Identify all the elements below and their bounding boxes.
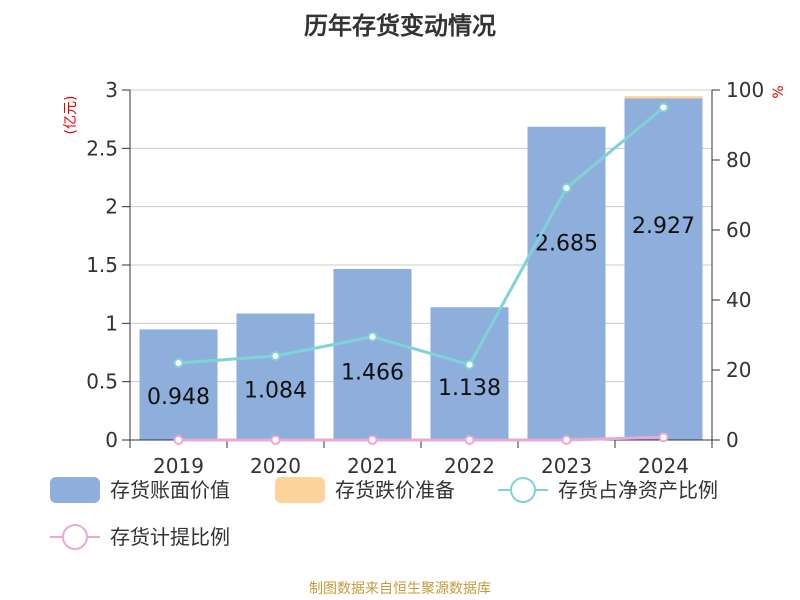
x-tick-label: 2022 <box>444 454 495 478</box>
y-right-tick-label: 60 <box>726 218 751 242</box>
x-tick-label: 2021 <box>347 454 398 478</box>
line-point <box>173 435 184 445</box>
line-point <box>270 351 281 361</box>
line-point <box>173 358 184 368</box>
line-point <box>561 435 572 445</box>
y-left-tick-label: 1.5 <box>86 253 118 277</box>
y-left-tick-label: 2.5 <box>86 136 118 160</box>
y-left-unit: (亿元) <box>63 96 79 135</box>
x-tick-label: 2020 <box>250 454 301 478</box>
legend-marker <box>510 477 536 503</box>
y-right-tick-label: 100 <box>726 78 764 102</box>
data-label: 2.927 <box>632 214 695 239</box>
x-tick-label: 2024 <box>638 454 689 478</box>
line-point <box>464 435 475 445</box>
data-label: 1.466 <box>341 361 404 386</box>
y-left-tick-label: 3 <box>105 78 118 102</box>
bar-book-value <box>236 313 315 440</box>
legend-swatch <box>275 477 325 503</box>
line-point <box>658 102 669 113</box>
y-right-unit: % <box>771 85 787 98</box>
y-left-tick-label: 1 <box>105 311 118 335</box>
source-note: 制图数据来自恒生聚源数据库 <box>309 581 491 597</box>
y-right-tick-label: 80 <box>726 148 751 172</box>
line-point <box>464 359 475 370</box>
legend-label: 存货计提比例 <box>110 525 230 549</box>
bar-book-value <box>333 268 412 440</box>
line-point <box>367 331 378 342</box>
y-left-tick-label: 0.5 <box>86 370 118 394</box>
legend-label: 存货占净资产比例 <box>558 478 718 502</box>
y-right-tick-label: 20 <box>726 358 751 382</box>
line-inventory-to-net-assets <box>178 106 665 367</box>
y-right-tick-label: 0 <box>726 428 739 452</box>
line-provision-ratio <box>178 435 664 442</box>
legend-label: 存货账面价值 <box>110 478 230 502</box>
bar-impairment-reserve <box>624 96 703 99</box>
data-label: 0.948 <box>147 385 210 410</box>
y-right-tick-label: 40 <box>726 288 751 312</box>
line-point <box>658 432 669 443</box>
data-label: 1.138 <box>438 376 501 401</box>
legend-swatch <box>50 477 100 503</box>
bar-book-value <box>527 126 606 440</box>
data-label: 2.685 <box>535 232 598 257</box>
line-point <box>367 435 378 445</box>
y-left-tick-label: 0 <box>105 428 118 452</box>
y-left-tick-label: 2 <box>105 195 118 219</box>
bar-book-value <box>139 329 218 440</box>
line-point <box>270 435 281 445</box>
legend-label: 存货跌价准备 <box>335 478 455 502</box>
bar-book-value <box>624 98 703 441</box>
line-point <box>561 183 572 193</box>
x-tick-label: 2019 <box>153 454 204 478</box>
bar-book-value <box>430 307 509 440</box>
legend-marker <box>62 524 88 550</box>
chart-title: 历年存货变动情况 <box>304 12 496 40</box>
x-tick-label: 2023 <box>541 454 592 478</box>
data-label: 1.084 <box>244 378 307 403</box>
